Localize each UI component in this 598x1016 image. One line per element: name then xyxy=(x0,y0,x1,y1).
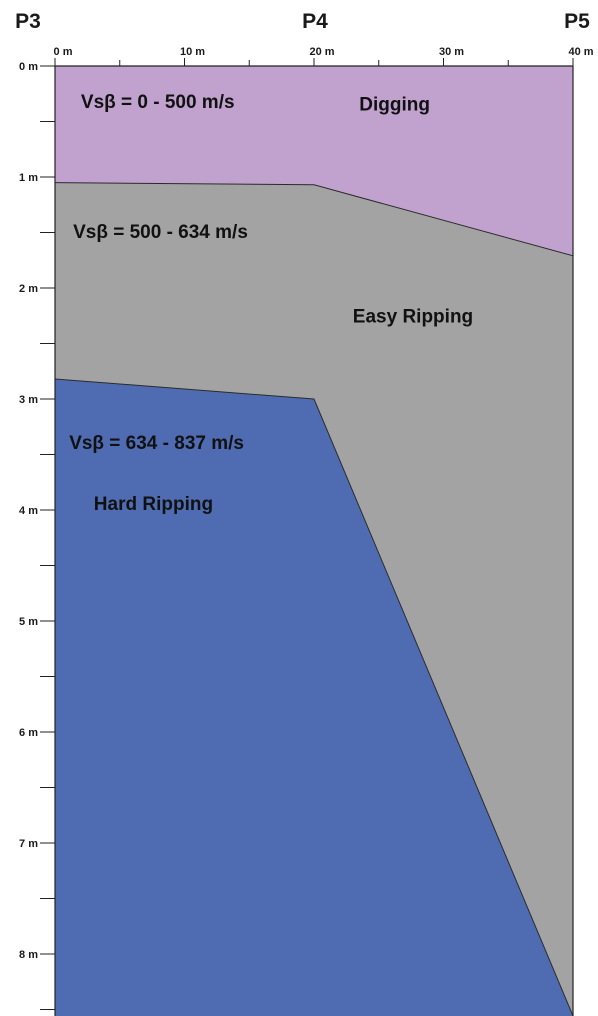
y-tick-label: 4 m xyxy=(19,505,38,517)
y-tick-label: 8 m xyxy=(19,949,38,961)
y-tick-label: 0 m xyxy=(19,61,38,73)
x-tick-label: 20 m xyxy=(309,46,334,58)
y-tick-label: 6 m xyxy=(19,727,38,739)
y-tick-label: 3 m xyxy=(19,394,38,406)
station-labels: P3 P4 P5 xyxy=(15,10,590,33)
x-tick-label: 40 m xyxy=(568,46,593,58)
layer-digging-polygon xyxy=(55,66,573,256)
interface-line-2 xyxy=(54,378,574,1016)
y-tick-label: 5 m xyxy=(19,616,38,628)
station-label-p4: P4 xyxy=(302,10,328,33)
zone-digging-class-label: Digging xyxy=(359,94,430,115)
layer-boundaries xyxy=(54,182,574,1016)
station-label-p5: P5 xyxy=(564,10,590,33)
layer-easy-polygon xyxy=(55,182,573,1016)
zone-hard-velocity-label: Vsβ = 634 - 837 m/s xyxy=(69,433,244,454)
y-tick-label: 2 m xyxy=(19,283,38,295)
interface-line-1 xyxy=(54,182,574,257)
x-tick-label: 0 m xyxy=(54,46,73,58)
layer-hard-polygon xyxy=(55,379,573,1016)
station-label-p3: P3 xyxy=(15,10,41,33)
zone-hard-class-label: Hard Ripping xyxy=(94,494,213,515)
axes: 0 m 10 m 20 m 30 m 40 m 0 m 1 m 2 m 3 m 4 m 5 m 6 m… xyxy=(19,46,594,1016)
zone-digging-velocity-label: Vsβ = 0 - 500 m/s xyxy=(81,92,235,113)
zone-easy-velocity-label: Vsβ = 500 - 634 m/s xyxy=(73,222,248,243)
x-tick-label: 10 m xyxy=(180,46,205,58)
zone-easy-class-label: Easy Ripping xyxy=(353,306,473,327)
zone-labels: Vsβ = 0 - 500 m/s Digging Vsβ = 500 - 634 … xyxy=(69,92,473,515)
x-tick-label: 30 m xyxy=(439,46,464,58)
layer-fills xyxy=(55,66,573,1016)
y-tick-label: 1 m xyxy=(19,172,38,184)
y-tick-label: 7 m xyxy=(19,838,38,850)
